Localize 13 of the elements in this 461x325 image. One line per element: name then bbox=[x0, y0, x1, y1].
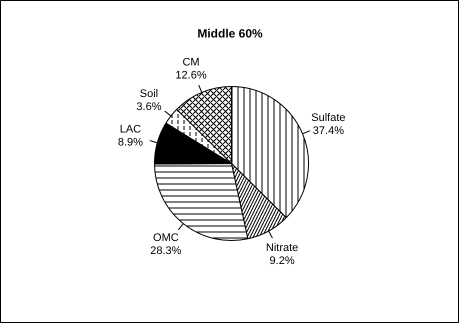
slice-label: OMC bbox=[153, 232, 179, 244]
data-label: 3.6% bbox=[136, 100, 162, 113]
data-label: 37.4% bbox=[312, 124, 344, 137]
slice-label: CM bbox=[182, 56, 200, 68]
data-label: 9.2% bbox=[270, 254, 295, 267]
slice-label: LAC bbox=[120, 124, 142, 136]
slice-label: Nitrate bbox=[266, 242, 298, 254]
data-label: 12.6% bbox=[175, 69, 207, 82]
data-label: 8.9% bbox=[118, 136, 144, 149]
slice-label: Soil bbox=[140, 88, 158, 100]
slice-label: Sulfate bbox=[311, 112, 346, 124]
data-label: 28.3% bbox=[150, 244, 182, 257]
chart-title: Middle 60% bbox=[197, 26, 264, 40]
